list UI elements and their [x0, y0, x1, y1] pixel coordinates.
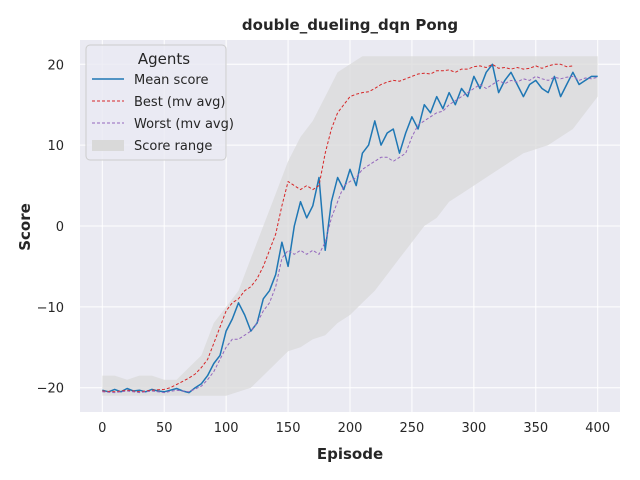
worst-mv-avg-line — [102, 75, 598, 394]
legend-label-worst: Worst (mv avg) — [134, 117, 234, 132]
x-tick-label: 250 — [400, 421, 425, 436]
x-axis-label: Episode — [317, 445, 383, 463]
mean-score-line — [102, 63, 598, 394]
legend-swatch-range — [92, 140, 124, 151]
y-tick-label: 0 — [56, 220, 64, 235]
x-tick-label: 200 — [338, 421, 363, 436]
series-lines — [102, 63, 598, 394]
legend-box — [85, 44, 227, 161]
best-mv-avg-line — [102, 63, 573, 393]
legend-title: Agents — [138, 50, 190, 68]
score-range-area — [102, 56, 598, 396]
x-tick-label: 300 — [461, 421, 486, 436]
y-axis-label: Score — [16, 203, 34, 251]
y-tick-label: −10 — [37, 301, 64, 316]
legend-label-range: Score range — [134, 139, 212, 154]
x-tick-label: 50 — [156, 421, 173, 436]
x-tick-labels: 0 50 100 150 200 250 300 350 400 — [98, 421, 610, 436]
legend: Agents Mean score Best (mv avg) Worst (m… — [85, 44, 234, 161]
y-tick-labels: −20 −10 0 10 20 — [37, 58, 64, 396]
x-tick-label: 100 — [214, 421, 239, 436]
x-tick-label: 150 — [276, 421, 301, 436]
score-range-band — [102, 56, 598, 396]
y-tick-label: 20 — [47, 58, 64, 73]
y-tick-label: 10 — [47, 139, 64, 154]
x-tick-label: 350 — [523, 421, 548, 436]
chart-title: double_dueling_dqn Pong — [242, 16, 458, 34]
y-tick-label: −20 — [37, 382, 64, 397]
x-tick-label: 0 — [98, 421, 106, 436]
legend-label-mean: Mean score — [134, 73, 208, 88]
x-tick-label: 400 — [585, 421, 610, 436]
legend-label-best: Best (mv avg) — [134, 95, 225, 110]
